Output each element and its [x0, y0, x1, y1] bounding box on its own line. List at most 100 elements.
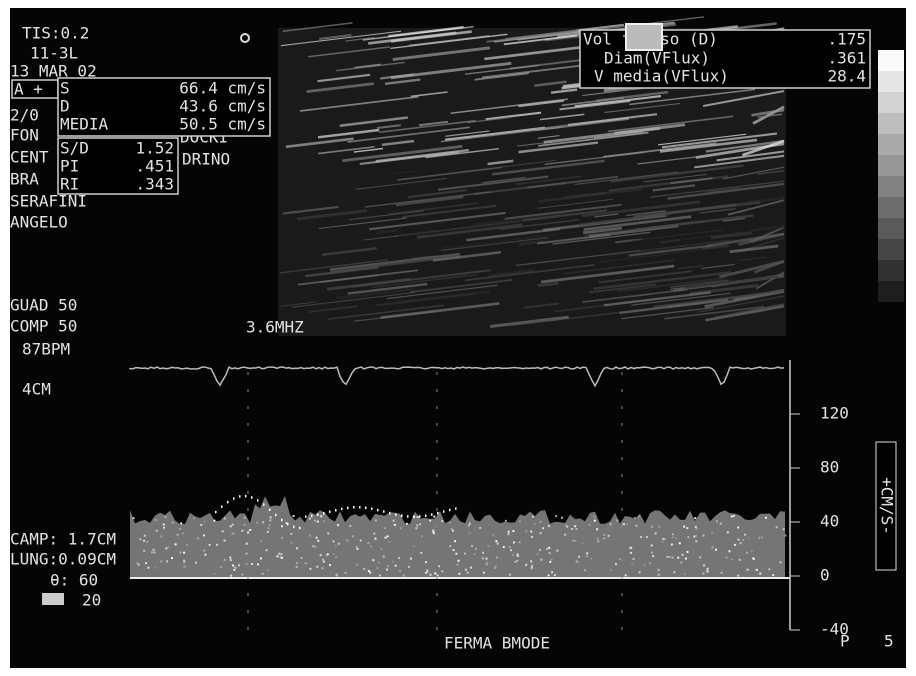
spectrum-speckle: [616, 519, 619, 522]
spectrum-speckle: [241, 573, 244, 576]
spectrum-speckle: [325, 554, 328, 557]
tissue-echo: [616, 276, 726, 293]
spectrum-speckle: [504, 519, 507, 522]
spectrum-speckle: [322, 558, 325, 561]
spectrum-speckle: [670, 543, 673, 546]
spectrum-speckle: [402, 574, 405, 577]
spectrum-speckle: [487, 544, 490, 547]
spectrum-speckle: [614, 563, 617, 566]
tissue-echo: [756, 169, 785, 175]
spectrum-speckle: [391, 560, 394, 563]
spectrum-speckle: [332, 552, 335, 555]
tissue-echo: [486, 30, 578, 43]
meas-value: 43.6 cm/s: [179, 97, 266, 116]
spectrum-speckle: [313, 519, 316, 522]
spectrum-speckle: [547, 574, 550, 577]
spectrum-speckle: [547, 524, 550, 527]
spectrum-speckle: [334, 556, 337, 559]
tissue-echo: [487, 159, 514, 166]
spectrum-speckle: [590, 557, 593, 560]
tissue-echo: [753, 260, 785, 274]
index-label: S/D: [60, 139, 89, 158]
spectrum-speckle: [155, 529, 158, 532]
spectrum-speckle: [160, 535, 163, 538]
spectrum-speckle: [694, 534, 697, 537]
spectrum-speckle: [243, 523, 246, 526]
tissue-echo: [322, 246, 377, 257]
spectrum-speckle: [359, 539, 362, 542]
spectrum-speckle: [731, 558, 734, 561]
spectrum-speckle: [742, 539, 745, 542]
spectrum-speckle: [661, 540, 664, 543]
spectrum-speckle: [194, 561, 197, 564]
spectrum-speckle: [332, 540, 335, 543]
tissue-echo: [593, 271, 731, 291]
spectrum-speckle: [566, 525, 569, 528]
spectrum-speckle: [695, 528, 698, 531]
spectrum-speckle: [183, 551, 186, 554]
spectrum-speckle: [152, 548, 155, 551]
tissue-echo: [474, 212, 570, 226]
spectrum-speckle: [144, 562, 147, 565]
spectrum-speckle: [726, 531, 729, 534]
spectrum-speckle: [473, 553, 476, 556]
spectrum-speckle: [694, 517, 697, 520]
tissue-echo: [317, 73, 371, 83]
spectrum-speckle: [352, 535, 355, 538]
spectrum-speckle: [645, 536, 648, 539]
spectrum-speckle: [374, 537, 377, 540]
spectrum-speckle: [607, 534, 610, 537]
spectrum-speckle: [139, 538, 142, 541]
spectrum-speckle: [737, 526, 740, 529]
tissue-echo: [705, 185, 742, 193]
spectrum-speckle: [510, 549, 513, 552]
tissue-echo: [736, 196, 785, 206]
spectrum-speckle: [575, 528, 578, 531]
spectrum-speckle: [502, 545, 505, 548]
spectrum-speckle: [471, 544, 474, 547]
spectrum-speckle: [516, 554, 519, 557]
tissue-echo: [550, 88, 578, 94]
spectrum-speckle: [399, 527, 402, 530]
tissue-echo: [376, 124, 401, 130]
spectrum-speckle: [720, 571, 723, 574]
spectrum-speckle: [650, 551, 653, 554]
tissue-echo: [386, 284, 498, 300]
spectrum-speckle: [553, 574, 556, 577]
spectrum-speckle: [279, 556, 282, 559]
spectrum-speckle: [671, 536, 674, 539]
spectrum-speckle: [223, 558, 226, 561]
spectrum-speckle: [384, 536, 387, 539]
spectrum-speckle: [654, 532, 657, 535]
tissue-echo: [387, 202, 478, 215]
spectrum-speckle: [516, 559, 519, 562]
page-label: P: [840, 632, 850, 651]
spectrum-speckle: [230, 574, 233, 577]
spectrum-speckle: [747, 536, 750, 539]
spectrum-speckle: [234, 566, 237, 569]
ecg-trace: [129, 366, 785, 388]
spectrum-speckle: [714, 548, 717, 551]
spectrum-speckle: [482, 551, 485, 554]
tissue-echo: [737, 256, 767, 262]
tissue-echo: [445, 130, 490, 137]
spectrum-speckle: [213, 573, 216, 576]
spectrum-speckle: [450, 527, 453, 530]
spectrum-speckle: [183, 561, 186, 564]
tissue-echo: [589, 283, 656, 294]
spectrum-speckle: [512, 530, 515, 533]
spectrum-speckle: [609, 523, 612, 526]
spectrum-speckle: [485, 563, 488, 566]
spectrum-speckle: [677, 556, 680, 559]
spectrum-speckle: [280, 525, 283, 528]
spectrum-speckle: [296, 561, 299, 564]
spectrum-speckle: [658, 573, 661, 576]
spectrum-speckle: [530, 560, 533, 563]
tissue-echo: [328, 304, 445, 320]
spectrum-speckle: [546, 547, 549, 550]
spectrum-speckle: [300, 557, 303, 560]
spectrum-speckle: [508, 573, 511, 576]
spectrum-speckle: [243, 516, 246, 519]
patient-line: ANGELO: [10, 213, 68, 232]
